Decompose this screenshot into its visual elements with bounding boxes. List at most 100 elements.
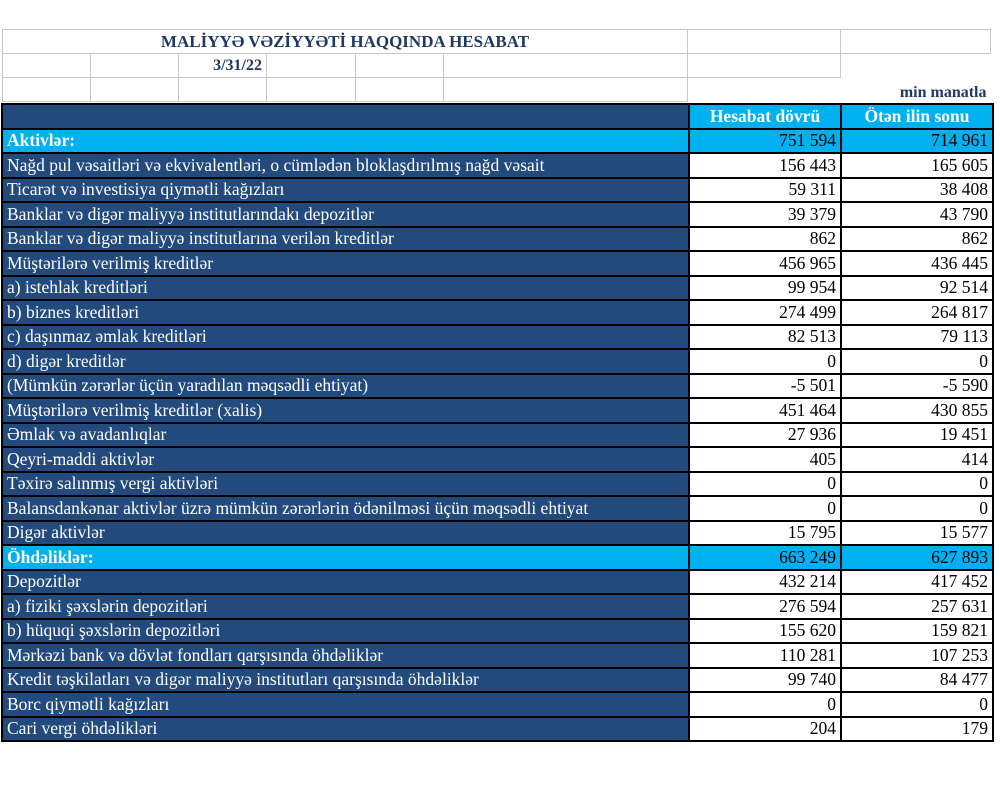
previous-year-value[interactable]: 430 855 bbox=[840, 397, 994, 424]
current-period-value[interactable]: 0 bbox=[688, 348, 842, 375]
current-period-value[interactable]: 82 513 bbox=[688, 323, 842, 350]
row-label[interactable]: Müştərilərə verilmiş kreditlər (xalis) bbox=[1, 397, 690, 424]
cell[interactable] bbox=[355, 77, 444, 102]
current-period-value[interactable]: 0 bbox=[688, 691, 842, 718]
previous-year-value[interactable]: 264 817 bbox=[840, 299, 994, 326]
table-row: Müştərilərə verilmiş kreditlər (xalis) 45… bbox=[1, 397, 994, 424]
cell[interactable] bbox=[90, 77, 179, 102]
row-label[interactable]: Öhdəliklər: bbox=[1, 544, 690, 571]
row-label[interactable]: c) daşınmaz əmlak kreditləri bbox=[1, 323, 690, 350]
previous-year-value[interactable]: 43 790 bbox=[840, 201, 994, 228]
previous-year-value[interactable]: 436 445 bbox=[840, 250, 994, 277]
row-label[interactable]: Banklar və digər maliyyə institutlarına … bbox=[1, 225, 690, 252]
current-period-value[interactable]: 456 965 bbox=[688, 250, 842, 277]
current-period-value[interactable]: 0 bbox=[688, 470, 842, 497]
row-label[interactable]: Borc qiymətli kağızları bbox=[1, 691, 690, 718]
cell[interactable] bbox=[2, 77, 91, 102]
current-period-value[interactable]: 27 936 bbox=[688, 421, 842, 448]
column-header-previous: Ötən ilin sonu bbox=[840, 103, 994, 130]
current-period-value[interactable]: 276 594 bbox=[688, 593, 842, 620]
previous-year-value[interactable]: 84 477 bbox=[840, 666, 994, 693]
row-label[interactable]: Depozitlər bbox=[1, 568, 690, 595]
current-period-value[interactable]: 663 249 bbox=[688, 544, 842, 571]
current-period-value[interactable]: 751 594 bbox=[688, 127, 842, 154]
current-period-value[interactable]: 451 464 bbox=[688, 397, 842, 424]
previous-year-value[interactable]: 15 577 bbox=[840, 519, 994, 546]
row-label[interactable]: a) istehlak kreditləri bbox=[1, 274, 690, 301]
previous-year-value[interactable]: 19 451 bbox=[840, 421, 994, 448]
cell[interactable] bbox=[443, 77, 688, 102]
table-row: Borc qiymətli kağızları 0 0 bbox=[1, 691, 994, 718]
table-row: Təxirə salınmış vergi aktivləri 0 0 bbox=[1, 470, 994, 497]
current-period-value[interactable]: 432 214 bbox=[688, 568, 842, 595]
previous-year-value[interactable]: 92 514 bbox=[840, 274, 994, 301]
cell[interactable] bbox=[2, 53, 91, 78]
row-label[interactable]: b) hüquqi şəxslərin depozitləri bbox=[1, 617, 690, 644]
current-period-value[interactable]: 204 bbox=[688, 715, 842, 742]
cell[interactable] bbox=[687, 53, 841, 78]
row-label[interactable]: Müştərilərə verilmiş kreditlər bbox=[1, 250, 690, 277]
row-label[interactable]: Qeyri-maddi aktivlər bbox=[1, 446, 690, 473]
table-row: Nağd pul vəsaitləri və ekvivalentləri, o… bbox=[1, 152, 994, 179]
cell[interactable] bbox=[840, 29, 991, 54]
table-row: Banklar və digər maliyyə institutlarına … bbox=[1, 225, 994, 252]
row-label[interactable]: Banklar və digər maliyyə institutlarında… bbox=[1, 201, 690, 228]
row-label[interactable]: b) biznes kreditləri bbox=[1, 299, 690, 326]
previous-year-value[interactable]: 627 893 bbox=[840, 544, 994, 571]
current-period-value[interactable]: 405 bbox=[688, 446, 842, 473]
current-period-value[interactable]: 274 499 bbox=[688, 299, 842, 326]
previous-year-value[interactable]: 714 961 bbox=[840, 127, 994, 154]
row-label[interactable]: d) digər kreditlər bbox=[1, 348, 690, 375]
row-label[interactable]: Təxirə salınmış vergi aktivləri bbox=[1, 470, 690, 497]
row-label[interactable]: Kredit təşkilatları və digər maliyyə ins… bbox=[1, 666, 690, 693]
previous-year-value[interactable]: 165 605 bbox=[840, 152, 994, 179]
table-row: Müştərilərə verilmiş kreditlər 456 965 436… bbox=[1, 250, 994, 277]
previous-year-value[interactable]: 38 408 bbox=[840, 176, 994, 203]
cell[interactable] bbox=[687, 29, 841, 54]
previous-year-value[interactable]: 159 821 bbox=[840, 617, 994, 644]
table-header-row: Hesabat dövrü Ötən ilin sonu bbox=[1, 103, 994, 130]
cell[interactable] bbox=[443, 53, 688, 78]
row-label[interactable]: Digər aktivlər bbox=[1, 519, 690, 546]
previous-year-value[interactable]: -5 590 bbox=[840, 372, 994, 399]
row-label[interactable]: (Mümkün zərərlər üçün yaradılan məqsədli… bbox=[1, 372, 690, 399]
table-row: Balansdankənar aktivlər üzrə mümkün zərə… bbox=[1, 495, 994, 522]
previous-year-value[interactable]: 417 452 bbox=[840, 568, 994, 595]
current-period-value[interactable]: 0 bbox=[688, 495, 842, 522]
row-label[interactable]: Aktivlər: bbox=[1, 127, 690, 154]
current-period-value[interactable]: 59 311 bbox=[688, 176, 842, 203]
previous-year-value[interactable]: 79 113 bbox=[840, 323, 994, 350]
previous-year-value[interactable]: 862 bbox=[840, 225, 994, 252]
current-period-value[interactable]: 99 954 bbox=[688, 274, 842, 301]
current-period-value[interactable]: 156 443 bbox=[688, 152, 842, 179]
cell[interactable] bbox=[266, 53, 356, 78]
current-period-value[interactable]: -5 501 bbox=[688, 372, 842, 399]
row-label[interactable]: Nağd pul vəsaitləri və ekvivalentləri, o… bbox=[1, 152, 690, 179]
current-period-value[interactable]: 110 281 bbox=[688, 642, 842, 669]
previous-year-value[interactable]: 257 631 bbox=[840, 593, 994, 620]
cell[interactable] bbox=[178, 77, 267, 102]
current-period-value[interactable]: 155 620 bbox=[688, 617, 842, 644]
previous-year-value[interactable]: 179 bbox=[840, 715, 994, 742]
cell[interactable] bbox=[266, 77, 356, 102]
row-label[interactable]: Əmlak və avadanlıqlar bbox=[1, 421, 690, 448]
row-label[interactable]: Mərkəzi bank və dövlət fondları qarşısın… bbox=[1, 642, 690, 669]
previous-year-value[interactable]: 0 bbox=[840, 495, 994, 522]
row-label[interactable]: Ticarət və investisiya qiymətli kağızlar… bbox=[1, 176, 690, 203]
table-row: a) istehlak kreditləri 99 954 92 514 bbox=[1, 274, 994, 301]
previous-year-value[interactable]: 0 bbox=[840, 691, 994, 718]
current-period-value[interactable]: 15 795 bbox=[688, 519, 842, 546]
table-row: Qeyri-maddi aktivlər 405 414 bbox=[1, 446, 994, 473]
row-label[interactable]: Cari vergi öhdəlikləri bbox=[1, 715, 690, 742]
current-period-value[interactable]: 862 bbox=[688, 225, 842, 252]
cell[interactable] bbox=[90, 53, 179, 78]
current-period-value[interactable]: 99 740 bbox=[688, 666, 842, 693]
previous-year-value[interactable]: 0 bbox=[840, 348, 994, 375]
previous-year-value[interactable]: 107 253 bbox=[840, 642, 994, 669]
row-label[interactable]: Balansdankənar aktivlər üzrə mümkün zərə… bbox=[1, 495, 690, 522]
previous-year-value[interactable]: 414 bbox=[840, 446, 994, 473]
previous-year-value[interactable]: 0 bbox=[840, 470, 994, 497]
cell[interactable] bbox=[355, 53, 444, 78]
current-period-value[interactable]: 39 379 bbox=[688, 201, 842, 228]
row-label[interactable]: a) fiziki şəxslərin depozitləri bbox=[1, 593, 690, 620]
